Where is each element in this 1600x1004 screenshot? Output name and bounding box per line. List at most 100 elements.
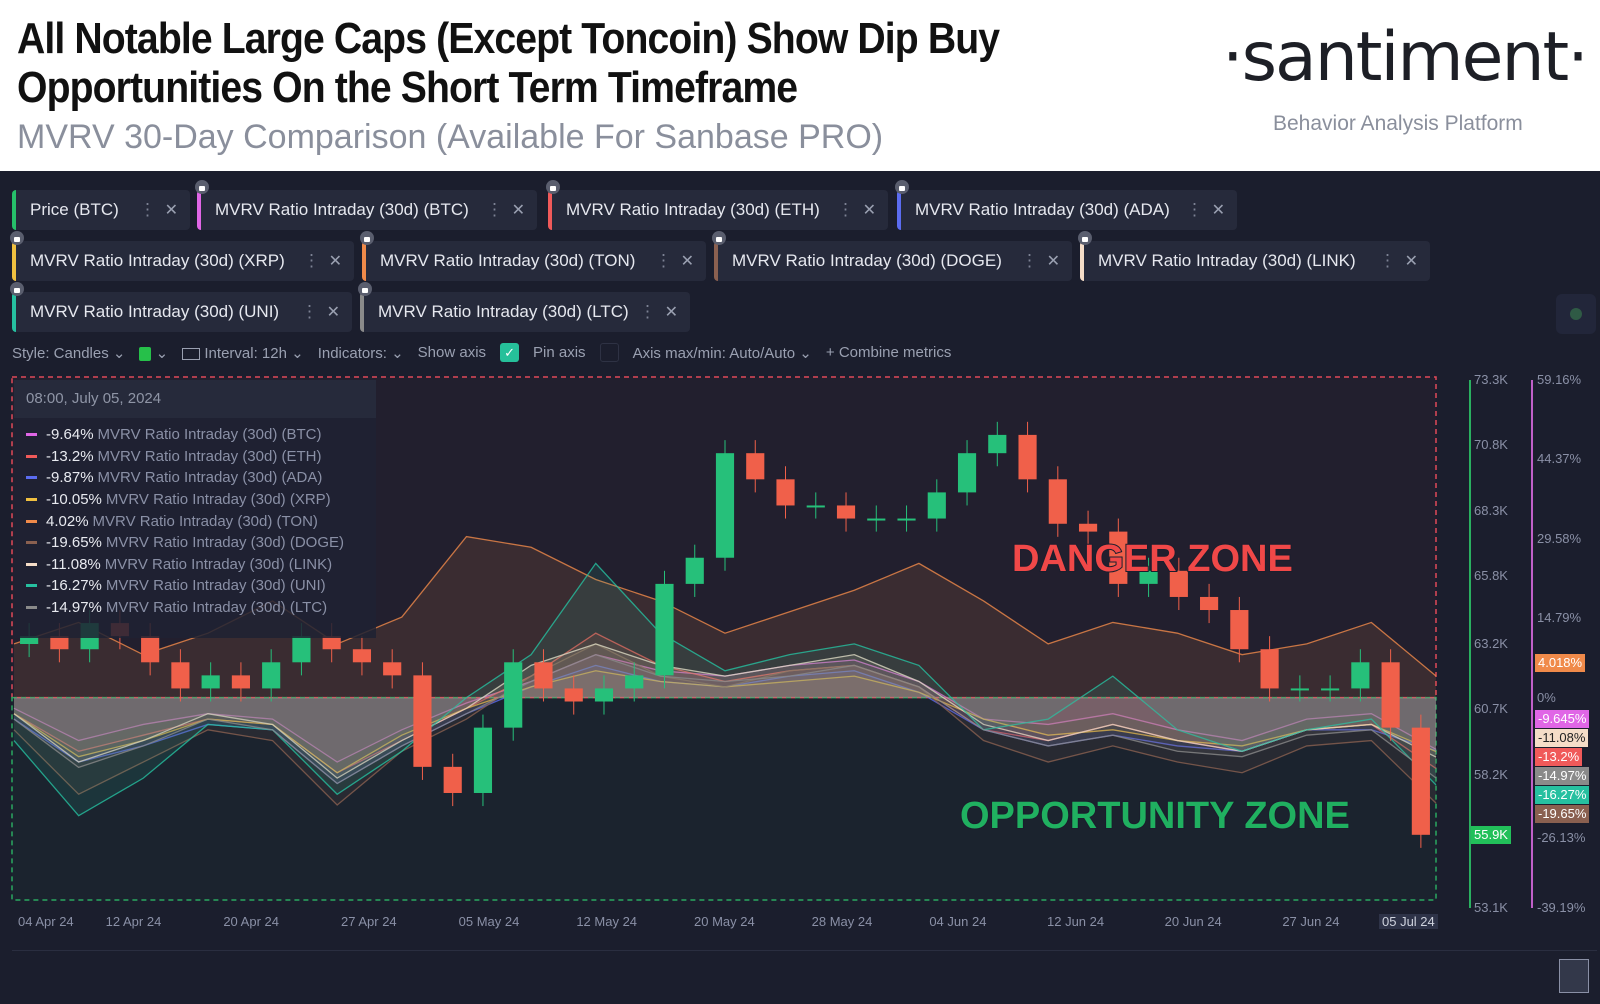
mvrv-area-eth bbox=[14, 633, 1436, 773]
interval-select[interactable]: Interval: 12h ⌄ bbox=[182, 344, 304, 362]
pct-value-tag: -9.645% bbox=[1535, 709, 1590, 728]
close-icon[interactable]: ✕ bbox=[328, 253, 342, 270]
mvrv-area-xrp bbox=[14, 670, 1436, 773]
lock-icon bbox=[712, 231, 726, 245]
more-options-icon[interactable]: ⋮ bbox=[139, 200, 156, 219]
lock-icon bbox=[895, 180, 909, 194]
metric-chip[interactable]: MVRV Ratio Intraday (30d) (ETH) ⋮ ✕ bbox=[546, 180, 888, 230]
date-tick: 28 May 24 bbox=[811, 914, 873, 929]
date-tick: 12 May 24 bbox=[576, 914, 638, 929]
more-options-icon[interactable]: ⋮ bbox=[655, 251, 672, 270]
price-candle bbox=[383, 662, 402, 676]
page-subtitle: MVRV 30-Day Comparison (Available For Sa… bbox=[17, 118, 884, 156]
close-icon[interactable]: ✕ bbox=[511, 202, 525, 219]
more-options-icon[interactable]: ⋮ bbox=[837, 200, 854, 219]
price-candle bbox=[50, 636, 69, 650]
metric-chip[interactable]: MVRV Ratio Intraday (30d) (LINK) ⋮ ✕ bbox=[1078, 231, 1430, 281]
price-candle bbox=[1230, 610, 1249, 650]
price-tick: 58.2K bbox=[1474, 766, 1508, 782]
legend-swatch bbox=[26, 562, 37, 566]
price-candle bbox=[322, 636, 341, 650]
price-candle bbox=[867, 518, 886, 521]
metric-chip[interactable]: Price (BTC) ⋮ ✕ bbox=[12, 190, 190, 230]
metric-chip-label: MVRV Ratio Intraday (30d) (LTC) bbox=[378, 302, 629, 321]
price-candle bbox=[413, 675, 432, 767]
legend-name: MVRV Ratio Intraday (30d) (LINK) bbox=[104, 555, 333, 573]
legend-swatch bbox=[26, 584, 37, 588]
lock-icon bbox=[358, 282, 372, 296]
axis-maxmin-select[interactable]: Axis max/min: Auto/Auto ⌄ bbox=[632, 344, 812, 362]
more-options-icon[interactable]: ⋮ bbox=[1021, 251, 1038, 270]
settings-button[interactable] bbox=[1556, 294, 1596, 334]
more-options-icon[interactable]: ⋮ bbox=[639, 302, 656, 321]
legend-name: MVRV Ratio Intraday (30d) (UNI) bbox=[105, 577, 326, 595]
pct-value-tag: -19.65% bbox=[1535, 804, 1590, 823]
color-swatch-icon bbox=[139, 346, 152, 361]
pct-tick: 14.79% bbox=[1537, 610, 1582, 626]
close-icon[interactable]: ✕ bbox=[680, 253, 694, 270]
pct-value-tag: -16.27% bbox=[1535, 785, 1590, 804]
legend-name: MVRV Ratio Intraday (30d) (ETH) bbox=[97, 447, 322, 465]
timeline-navigator[interactable] bbox=[12, 950, 1597, 1000]
more-options-icon[interactable]: ⋮ bbox=[486, 200, 503, 219]
date-tick: 12 Apr 24 bbox=[105, 914, 162, 929]
close-icon[interactable]: ✕ bbox=[862, 202, 876, 219]
date-tick: 20 May 24 bbox=[694, 914, 755, 929]
style-select[interactable]: Style: Candles ⌄ bbox=[12, 344, 126, 362]
price-tick: 65.8K bbox=[1474, 568, 1508, 584]
date-tick: 20 Apr 24 bbox=[223, 914, 279, 929]
price-candle bbox=[1411, 727, 1430, 835]
metric-chip[interactable]: MVRV Ratio Intraday (30d) (DOGE) ⋮ ✕ bbox=[712, 231, 1072, 281]
metric-chip[interactable]: MVRV Ratio Intraday (30d) (UNI) ⋮ ✕ bbox=[10, 282, 352, 332]
metric-chip-label: MVRV Ratio Intraday (30d) (XRP) bbox=[30, 251, 285, 270]
show-axis-checkbox[interactable]: ✓ bbox=[500, 343, 520, 362]
metric-chip[interactable]: MVRV Ratio Intraday (30d) (XRP) ⋮ ✕ bbox=[10, 231, 354, 281]
close-icon[interactable]: ✕ bbox=[164, 202, 178, 219]
pct-tick: -39.19% bbox=[1537, 900, 1586, 915]
metric-chip-label: MVRV Ratio Intraday (30d) (LINK) bbox=[1098, 251, 1356, 270]
close-icon[interactable]: ✕ bbox=[1046, 253, 1060, 270]
pct-tick: 44.37% bbox=[1537, 451, 1582, 467]
legend-row: -11.08% MVRV Ratio Intraday (30d) (LINK) bbox=[14, 554, 376, 576]
combine-metrics-button[interactable]: + Combine metrics bbox=[825, 344, 952, 361]
price-candle bbox=[806, 505, 825, 508]
legend-value: -16.27% bbox=[46, 577, 102, 595]
price-candle bbox=[625, 675, 644, 689]
chart-toolbar: Style: Candles ⌄ ⌄ Interval: 12h ⌄ Indic… bbox=[12, 343, 951, 362]
legend-name: MVRV Ratio Intraday (30d) (LTC) bbox=[105, 599, 328, 617]
price-candle bbox=[292, 636, 311, 663]
more-options-icon[interactable]: ⋮ bbox=[303, 251, 320, 270]
santiment-logo: ·santiment· bbox=[1222, 18, 1589, 97]
more-options-icon[interactable]: ⋮ bbox=[301, 302, 318, 321]
legend-swatch bbox=[26, 498, 37, 502]
price-candle bbox=[473, 727, 493, 793]
metric-chip[interactable]: MVRV Ratio Intraday (30d) (LTC) ⋮ ✕ bbox=[358, 282, 690, 332]
close-icon[interactable]: ✕ bbox=[1404, 253, 1418, 270]
price-candle bbox=[262, 662, 281, 689]
legend-row: -10.05% MVRV Ratio Intraday (30d) (XRP) bbox=[14, 489, 376, 511]
metric-chip[interactable]: MVRV Ratio Intraday (30d) (BTC) ⋮ ✕ bbox=[195, 180, 537, 230]
close-icon[interactable]: ✕ bbox=[664, 304, 678, 321]
price-candle bbox=[1290, 688, 1309, 691]
price-candle bbox=[1321, 688, 1340, 691]
opportunity-zone-label: OPPORTUNITY ZONE bbox=[959, 794, 1351, 838]
metric-chip[interactable]: MVRV Ratio Intraday (30d) (ADA) ⋮ ✕ bbox=[895, 180, 1237, 230]
mvrv-area-btc bbox=[14, 654, 1436, 763]
close-icon[interactable]: ✕ bbox=[1211, 202, 1225, 219]
metric-chip-label: MVRV Ratio Intraday (30d) (TON) bbox=[380, 251, 636, 270]
price-candle bbox=[1351, 662, 1370, 689]
metric-chip[interactable]: MVRV Ratio Intraday (30d) (TON) ⋮ ✕ bbox=[360, 231, 706, 281]
navigator-handle[interactable] bbox=[1559, 959, 1589, 993]
status-dot-icon bbox=[1570, 308, 1582, 320]
more-options-icon[interactable]: ⋮ bbox=[1186, 200, 1203, 219]
price-candle bbox=[1381, 662, 1400, 728]
color-select[interactable]: ⌄ bbox=[139, 344, 168, 362]
indicators-select[interactable]: Indicators: ⌄ bbox=[317, 344, 404, 362]
more-options-icon[interactable]: ⋮ bbox=[1379, 251, 1396, 270]
legend-swatch bbox=[26, 541, 37, 545]
legend-name: MVRV Ratio Intraday (30d) (BTC) bbox=[97, 426, 322, 444]
pin-axis-checkbox[interactable] bbox=[599, 343, 619, 362]
indicators-label: Indicators: bbox=[317, 344, 387, 362]
tooltip-timestamp: 08:00, July 05, 2024 bbox=[14, 380, 376, 418]
close-icon[interactable]: ✕ bbox=[326, 304, 340, 321]
